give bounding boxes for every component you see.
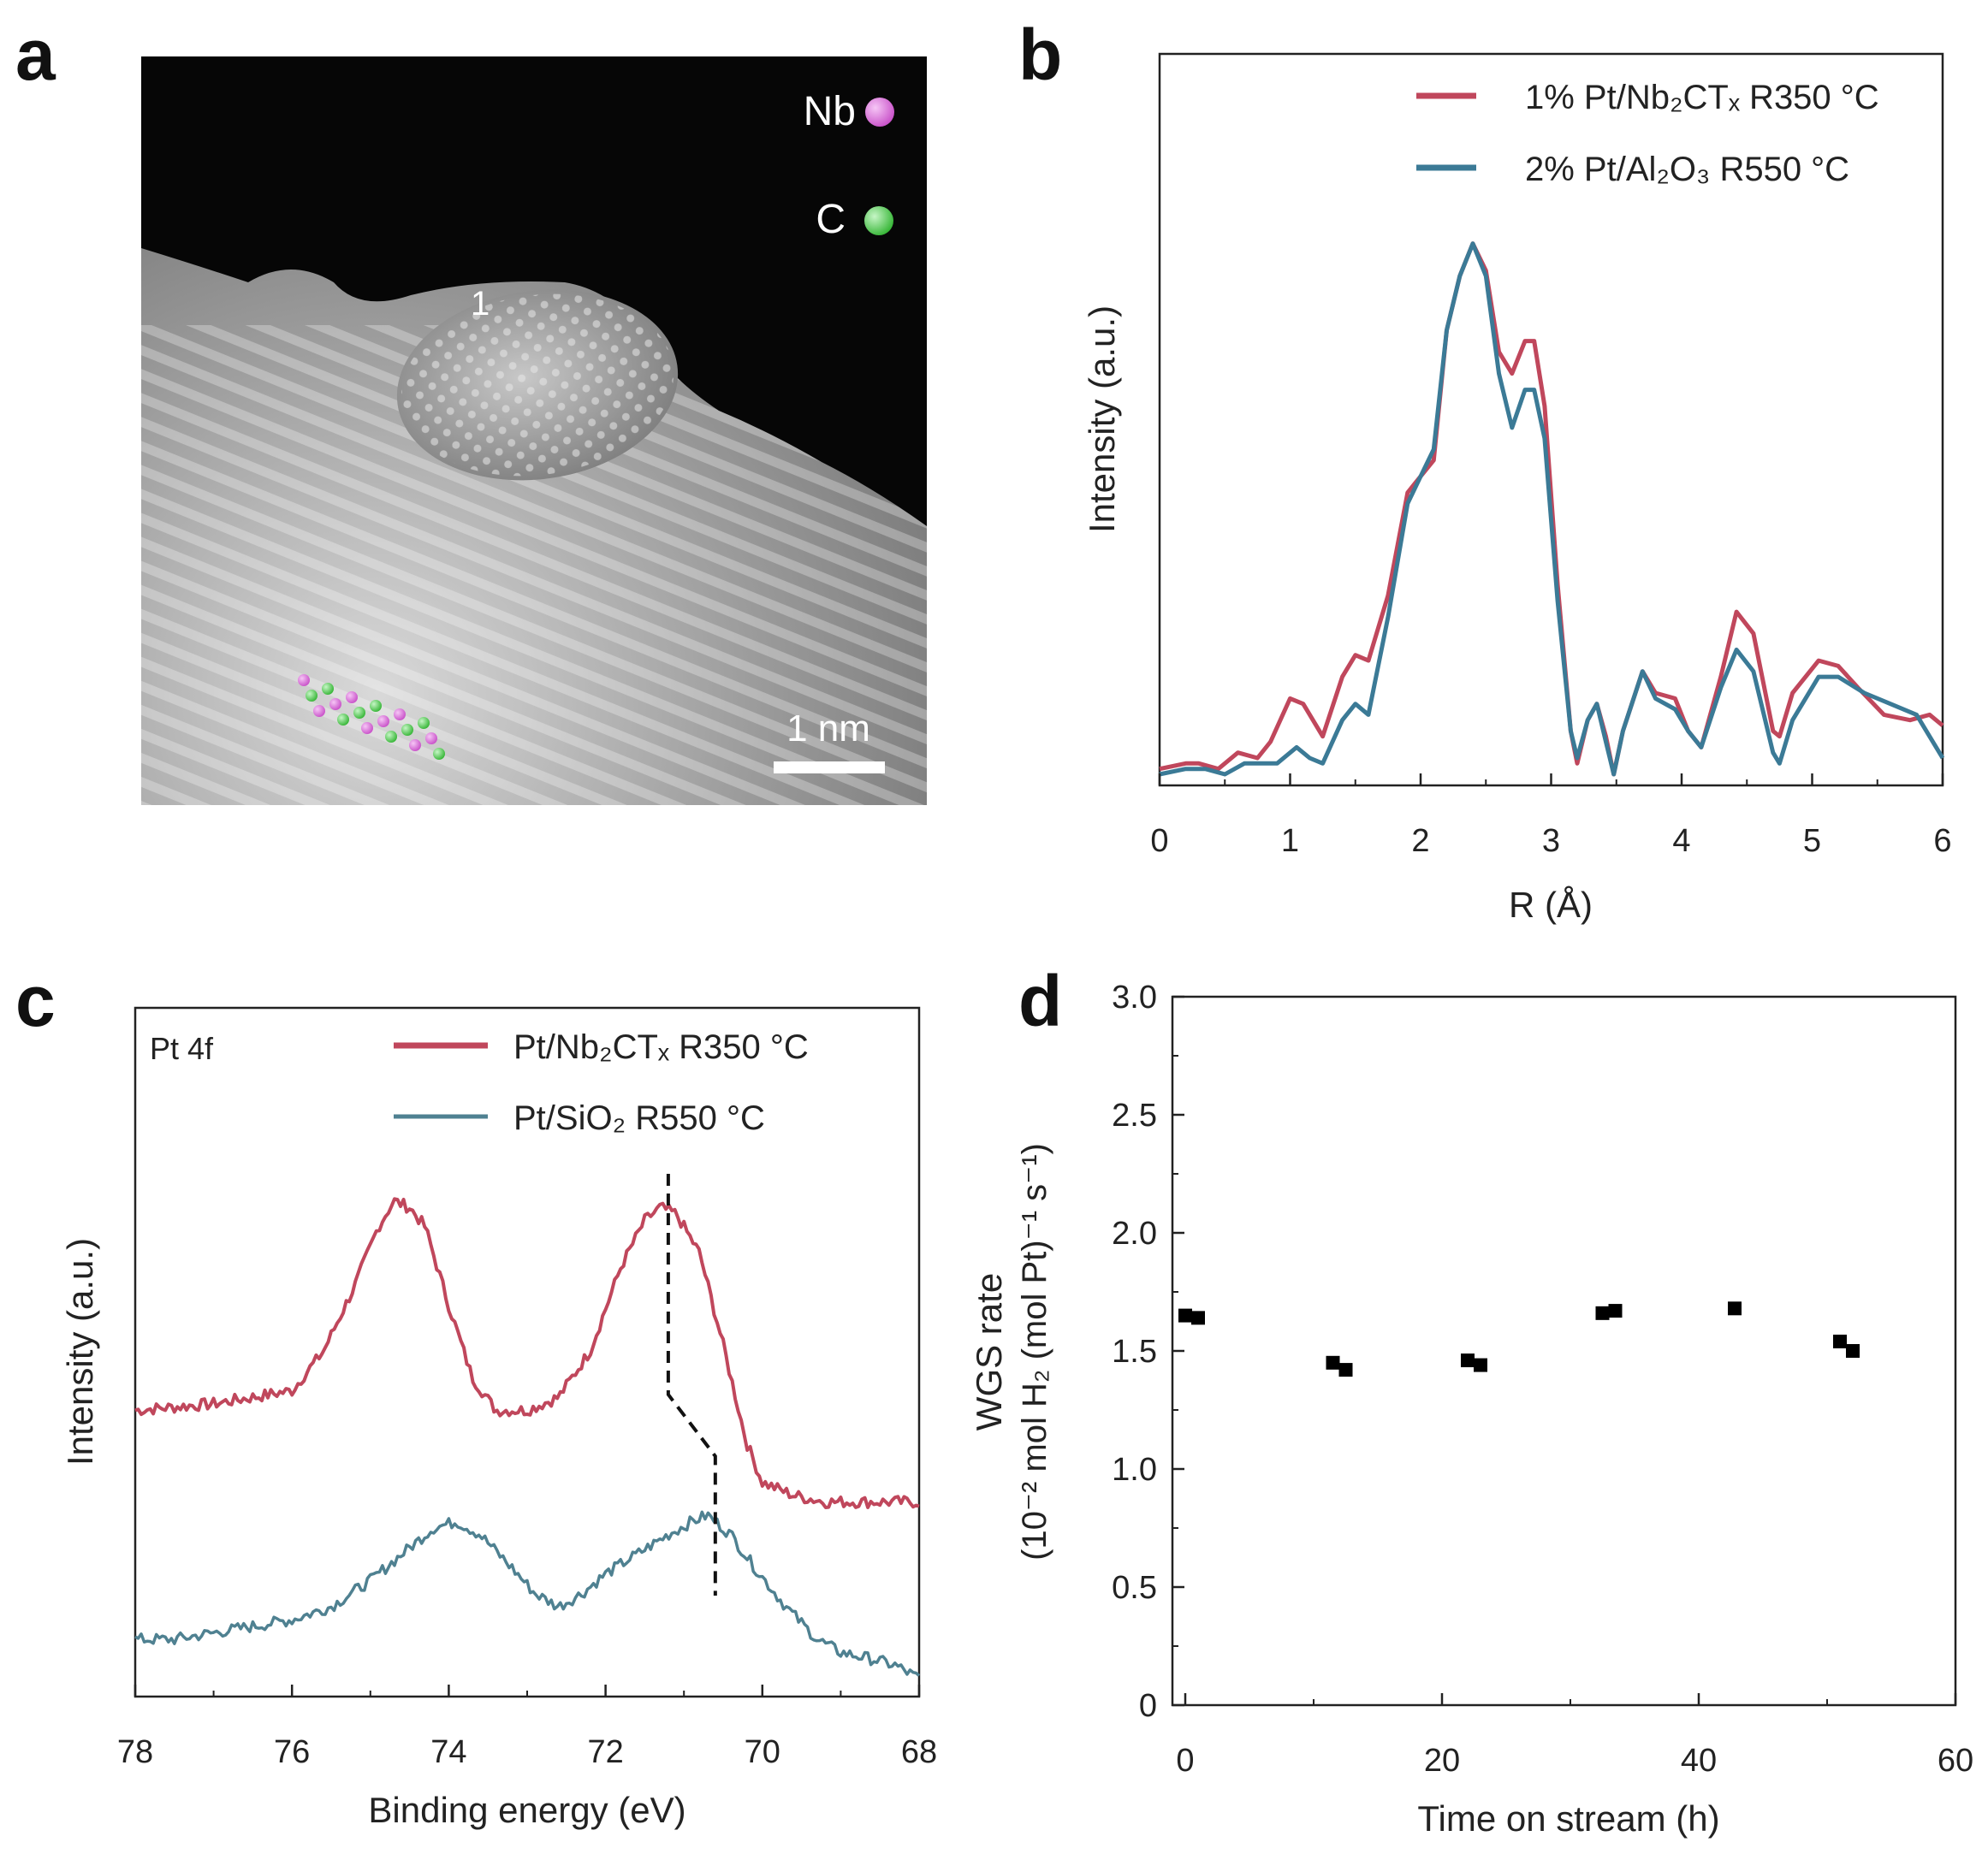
chart-c-series-2	[134, 1510, 921, 1677]
chart-d-plot	[1178, 1301, 1860, 1377]
nb-atom	[298, 674, 310, 686]
nb-atom	[409, 739, 421, 751]
nb-atom	[329, 698, 341, 710]
chart-b-legend-label-2: 2% Pt/Al₂O₃ R550 °C	[1525, 151, 1849, 188]
chart-b-xtick-label: 4	[1672, 823, 1690, 859]
chart-d-ytick-label: 0.5	[1112, 1570, 1157, 1606]
chart-c-xticks: 78 76 74 72 70 68	[117, 1685, 937, 1770]
chart-d-frame	[1171, 995, 1957, 1707]
chart-b-xtick-label: 0	[1150, 823, 1168, 859]
c-atom	[306, 690, 317, 702]
chart-c-xtick-label: 70	[745, 1734, 780, 1770]
chart-d-ytick-label: 3.0	[1112, 980, 1157, 1016]
chart-c-series-1	[134, 1197, 920, 1509]
chart-d: 0 20 40 60 0 0.5 1.0 1.5 2.0 2.5 3.0 Time on strea…	[969, 980, 1973, 1839]
nb-atom	[377, 715, 389, 727]
chart-d-point	[1191, 1311, 1205, 1325]
particle-label: 1	[471, 285, 490, 323]
chart-d-ytick-label: 1.0	[1112, 1452, 1157, 1488]
nb-atom	[346, 691, 358, 703]
c-atom-icon	[864, 206, 893, 235]
chart-c-legend-label-1: Pt/Nb₂CTₓ R350 °C	[513, 1028, 809, 1066]
chart-c-annotation: Pt 4f	[150, 1031, 214, 1066]
chart-d-point	[1326, 1355, 1340, 1370]
micrograph-panel: 1 Nb C 1 nm	[141, 56, 927, 805]
vacuum-region	[141, 56, 927, 526]
nb-atom	[313, 705, 325, 717]
nb-atom	[394, 708, 406, 720]
chart-d-xtick-label: 20	[1424, 1743, 1460, 1779]
chart-d-ticks: 0 20 40 60 0 0.5 1.0 1.5 2.0 2.5 3.0	[1112, 980, 1973, 1779]
chart-d-ytick-label: 1.5	[1112, 1334, 1157, 1370]
c-atom	[353, 707, 365, 719]
chart-c-xtick-label: 68	[901, 1734, 937, 1770]
legend-label-c: C	[816, 197, 846, 242]
chart-c-legend-label-2: Pt/SiO₂ R550 °C	[513, 1099, 765, 1137]
c-atom	[401, 724, 413, 736]
chart-d-xtick-label: 0	[1176, 1743, 1194, 1779]
chart-b: 0 1 2 3 4 5 6 R (Å) Intensity (a.u.) 1% Pt/Nb₂…	[1082, 52, 1952, 925]
c-atom	[433, 748, 445, 760]
legend-label-nb: Nb	[804, 89, 856, 134]
chart-d-point	[1461, 1353, 1475, 1368]
nb-atom	[425, 732, 437, 744]
chart-b-plot	[1159, 241, 1945, 777]
nb-atom	[361, 722, 373, 734]
chart-b-xlabel: R (Å)	[1509, 885, 1593, 925]
chart-c-legend: Pt/Nb₂CTₓ R350 °C Pt/SiO₂ R550 °C	[394, 1028, 809, 1137]
panel-label-d: d	[1018, 961, 1063, 1041]
c-atom	[385, 731, 397, 743]
c-atom	[370, 700, 382, 712]
panel-label-c: c	[15, 961, 56, 1041]
chart-c-xlabel: Binding energy (eV)	[368, 1790, 685, 1830]
chart-d-ylabel-line2: (10⁻² mol H₂ (mol Pt)⁻¹ s⁻¹)	[1016, 1143, 1053, 1561]
chart-c-xtick-label: 78	[117, 1734, 153, 1770]
c-atom	[418, 717, 430, 729]
chart-c-plot	[134, 1174, 921, 1677]
chart-c-peak-shift-marker	[666, 1174, 717, 1596]
chart-d-xtick-label: 40	[1681, 1743, 1717, 1779]
chart-d-ytick-label: 2.0	[1112, 1216, 1157, 1252]
nb2c-structure-model	[298, 674, 445, 760]
chart-b-xtick-label: 3	[1542, 823, 1560, 859]
scale-bar	[774, 761, 885, 773]
chart-d-ytick-label: 0	[1139, 1688, 1157, 1724]
chart-d-point	[1608, 1304, 1623, 1318]
chart-b-xtick-label: 1	[1281, 823, 1299, 859]
c-atom	[322, 683, 334, 695]
chart-b-xtick-label: 6	[1933, 823, 1951, 859]
chart-c-ylabel: Intensity (a.u.)	[60, 1238, 100, 1466]
chart-b-series-2	[1159, 241, 1945, 777]
chart-d-point	[1474, 1358, 1487, 1372]
panel-label-b: b	[1018, 15, 1063, 95]
scale-bar-label: 1 nm	[786, 708, 870, 749]
chart-c-xtick-label: 74	[430, 1734, 466, 1770]
chart-c-xtick-label: 76	[274, 1734, 310, 1770]
chart-b-xtick-label: 2	[1411, 823, 1429, 859]
nb-atom-icon	[865, 98, 894, 127]
chart-b-xticks: 0 1 2 3 4 5 6	[1150, 773, 1952, 859]
chart-d-point	[1833, 1334, 1847, 1348]
chart-d-point	[1338, 1363, 1353, 1377]
chart-b-legend-label-1: 1% Pt/Nb₂CTₓ R350 °C	[1525, 79, 1879, 116]
pt-particle-lattice	[401, 293, 674, 477]
chart-d-point	[1178, 1308, 1192, 1323]
chart-d-ylabel-line1: WGS rate	[969, 1273, 1009, 1430]
chart-c-xtick-label: 72	[587, 1734, 623, 1770]
chart-d-point	[1595, 1306, 1610, 1320]
chart-b-legend: 1% Pt/Nb₂CTₓ R350 °C 2% Pt/Al₂O₃ R550 °C	[1416, 79, 1879, 188]
chart-d-ytick-label: 2.5	[1112, 1098, 1157, 1134]
chart-b-ylabel: Intensity (a.u.)	[1082, 305, 1122, 533]
c-atom	[337, 714, 349, 726]
chart-c: 78 76 74 72 70 68 Pt 4f Binding energy (eV) I…	[60, 1006, 937, 1830]
panel-label-a: a	[15, 15, 56, 95]
chart-d-point	[1728, 1301, 1742, 1316]
chart-d-xtick-label: 60	[1938, 1743, 1973, 1779]
chart-d-point	[1846, 1344, 1860, 1358]
chart-d-xlabel: Time on stream (h)	[1417, 1798, 1719, 1839]
chart-b-xtick-label: 5	[1803, 823, 1821, 859]
